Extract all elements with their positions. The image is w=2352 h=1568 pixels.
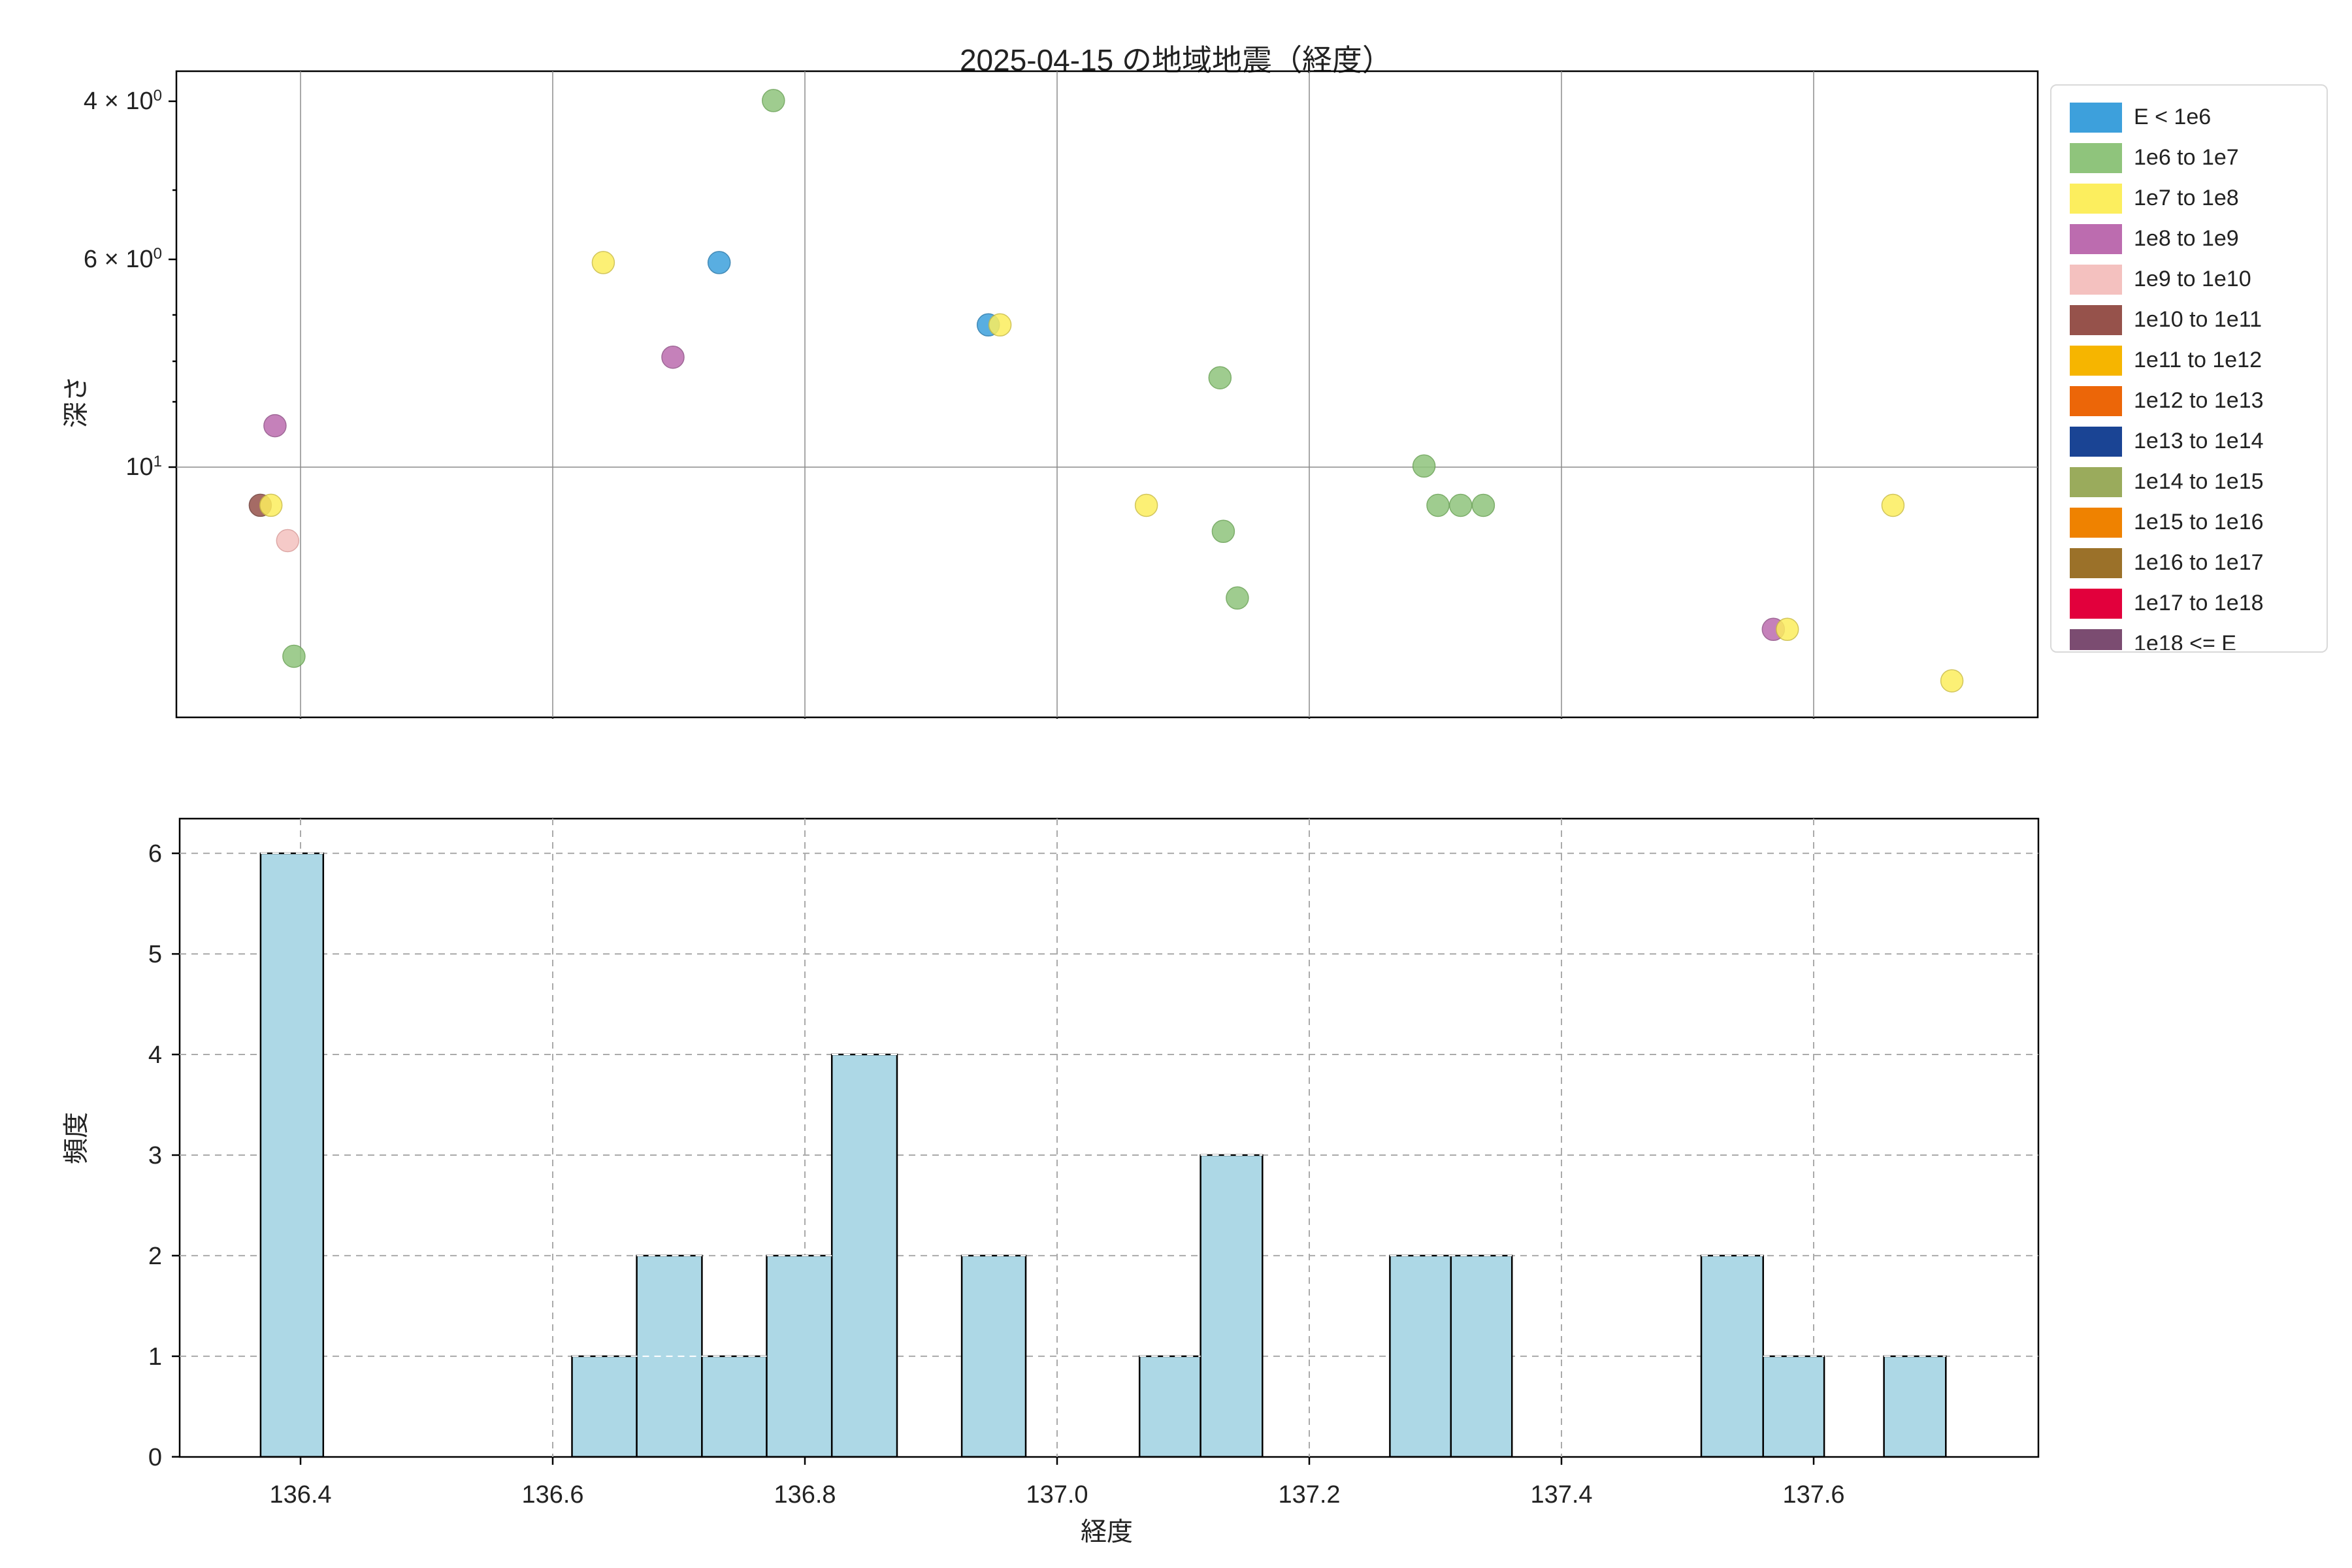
svg-text:136.6: 136.6 (521, 1481, 583, 1509)
svg-text:137.2: 137.2 (1278, 1481, 1340, 1509)
svg-text:137.6: 137.6 (1782, 1481, 1844, 1509)
svg-text:136.4: 136.4 (269, 1481, 331, 1509)
svg-text:137.0: 137.0 (1026, 1481, 1088, 1509)
svg-text:0: 0 (148, 1444, 162, 1471)
svg-text:136.8: 136.8 (774, 1481, 836, 1509)
svg-text:137.4: 137.4 (1530, 1481, 1592, 1509)
svg-text:3: 3 (148, 1142, 162, 1169)
svg-text:4: 4 (148, 1041, 162, 1069)
svg-text:5: 5 (148, 941, 162, 968)
svg-text:経度: 経度 (1081, 1518, 1133, 1546)
svg-text:1: 1 (148, 1343, 162, 1371)
svg-text:6: 6 (148, 840, 162, 868)
svg-text:頻度: 頻度 (62, 1112, 91, 1164)
svg-text:2: 2 (148, 1243, 162, 1270)
